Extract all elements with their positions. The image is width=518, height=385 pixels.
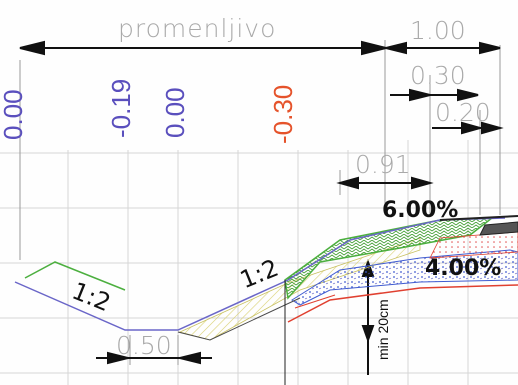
elevation-label: -0.30 [268, 84, 298, 144]
elevation-label: 0.00 [160, 87, 190, 138]
aggregate-layer [291, 249, 518, 306]
elevation-label: -0.19 [106, 78, 136, 138]
green-slope-line [24, 261, 126, 291]
subgrade-line [287, 284, 518, 323]
subgrade-line-2 [294, 294, 336, 309]
grade-label-pavement: 4.00% [425, 256, 502, 281]
dim-label-100: 1.00 [410, 16, 466, 45]
dim-label-promenljivo: promenljivo [118, 14, 277, 43]
thickness-label: min 20cm [375, 299, 391, 360]
asphalt-layer [479, 221, 518, 236]
terrain-profile [14, 215, 518, 385]
dim-label-020: 0.20 [435, 98, 491, 127]
elevation-label: 0.00 [0, 89, 28, 140]
dim-label-030: 0.30 [410, 61, 466, 90]
grade-label-shoulder: 6.00% [382, 198, 459, 223]
dim-label-050: 0.50 [116, 331, 172, 360]
ditch-lower-line [177, 297, 301, 341]
dimension-lines [19, 40, 504, 375]
extension-lines [19, 40, 501, 365]
top-surface [439, 215, 518, 221]
dim-label-091: 0.91 [355, 150, 411, 179]
